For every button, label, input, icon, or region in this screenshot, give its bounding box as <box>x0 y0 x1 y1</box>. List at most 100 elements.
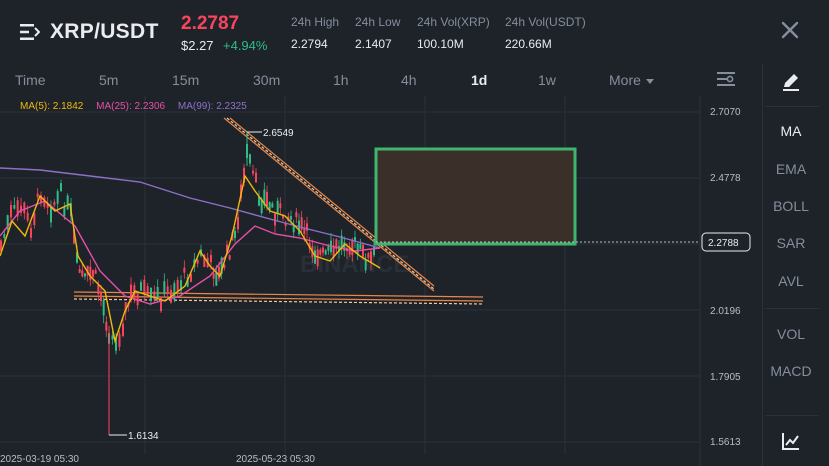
indicator-sar[interactable]: SAR <box>776 235 806 251</box>
indicator-macd[interactable]: MACD <box>770 363 812 379</box>
price-target-box <box>374 147 577 246</box>
ma5-line <box>0 174 381 344</box>
candle-body <box>73 228 75 244</box>
candle-body <box>249 154 251 164</box>
interval-1h[interactable]: 1h <box>333 72 349 88</box>
support-trendline <box>73 291 484 305</box>
candle-body <box>218 266 220 279</box>
candle-body <box>30 228 32 238</box>
ticker-header: XRP/USDT 2.2787 $2.27 +4.94% 24h High 2.… <box>0 0 829 64</box>
y-axis-tick: 2.4778 <box>710 173 741 184</box>
candle-body <box>60 183 62 192</box>
candle-body <box>166 286 169 294</box>
stat-24h-low: 24h Low 2.1407 <box>355 15 400 51</box>
candle-body <box>97 284 100 295</box>
candle-body <box>63 206 66 217</box>
interval-30m[interactable]: 30m <box>253 72 281 88</box>
candle-body <box>100 292 102 301</box>
x-axis-tick: 2025-05-23 05:30 <box>236 454 315 465</box>
candle-body <box>115 337 117 351</box>
trading-pair-title[interactable]: XRP/USDT <box>50 20 159 43</box>
candle-body <box>351 239 354 256</box>
menu-icon[interactable] <box>20 22 40 42</box>
candle-body <box>356 243 359 255</box>
candle-body <box>53 201 56 206</box>
candle-body <box>220 257 223 274</box>
candle-body <box>43 197 46 207</box>
candle-body <box>300 217 303 230</box>
sidebar-divider <box>765 308 819 309</box>
candle-body <box>160 296 162 312</box>
candle-body <box>295 212 298 218</box>
last-price: 2.2787 <box>181 13 240 34</box>
interval-15m[interactable]: 15m <box>172 72 200 88</box>
candle-body <box>26 212 29 221</box>
more-intervals-dropdown[interactable]: More <box>609 72 654 88</box>
candle-body <box>237 216 239 230</box>
sidebar-divider <box>765 106 819 107</box>
candle-body <box>373 246 375 256</box>
indicator-ema[interactable]: EMA <box>775 161 807 177</box>
interval-4h[interactable]: 4h <box>401 72 417 88</box>
candle-body <box>210 254 212 263</box>
candle-body <box>335 239 338 250</box>
usd-price: $2.27 <box>181 38 214 53</box>
indicator-boll[interactable]: BOLL <box>773 198 809 214</box>
candle-body <box>196 259 199 264</box>
close-icon[interactable] <box>780 20 800 40</box>
candle-body <box>143 279 146 294</box>
candle-body <box>263 189 266 206</box>
draw-pen-icon[interactable] <box>781 72 801 92</box>
chart-canvas[interactable]: BINANCE 2.6549 1.6134 2.7070 2.4778 <box>0 96 760 466</box>
candle-body <box>276 200 279 214</box>
candle-body <box>284 222 287 226</box>
candle-body <box>243 167 245 183</box>
candle-body <box>92 270 94 277</box>
candle-body <box>89 266 92 281</box>
chart-settings-icon[interactable] <box>717 71 735 87</box>
candle-body <box>23 202 26 214</box>
candle-body <box>258 196 260 206</box>
candle-body <box>78 269 81 273</box>
indicator-chart-icon[interactable] <box>781 431 801 451</box>
candle-body <box>81 270 84 277</box>
candle-body <box>332 245 335 258</box>
candle-body <box>163 281 166 295</box>
indicator-vol[interactable]: VOL <box>776 326 805 342</box>
candlestick-chart-area[interactable]: BINANCE 2.6549 1.6134 2.7070 2.4778 <box>0 96 760 466</box>
interval-1d[interactable]: 1d <box>471 72 488 88</box>
candle-body <box>367 253 370 258</box>
candle-body <box>153 291 156 300</box>
candle-body <box>266 191 268 206</box>
interval-bar: Time 5m 15m 30m 1h 4h 1d 1w More <box>0 64 760 96</box>
candle-body <box>124 302 127 313</box>
candle-body <box>102 299 105 316</box>
stat-value: 220.66M <box>505 37 552 51</box>
indicator-avl[interactable]: AVL <box>778 273 804 289</box>
candle-body <box>180 280 182 291</box>
candle-body <box>66 195 69 210</box>
ma99-line <box>0 167 381 249</box>
candle-body <box>122 323 124 336</box>
ma5-legend: MA(5): 2.1842 <box>20 101 84 112</box>
candle-body <box>359 244 362 249</box>
interval-5m[interactable]: 5m <box>99 72 119 88</box>
sidebar-divider <box>765 415 819 416</box>
candle-body <box>6 215 9 230</box>
candle-body <box>226 244 228 252</box>
candle-body <box>190 274 192 282</box>
indicator-ma[interactable]: MA <box>780 123 802 139</box>
candle-body <box>282 215 284 219</box>
candle-body <box>16 200 19 217</box>
interval-time[interactable]: Time <box>15 72 46 88</box>
candle-body <box>314 250 316 264</box>
candle-body <box>94 269 97 274</box>
x-axis-tick: 2025-03-19 05:30 <box>0 454 79 465</box>
chart-grid <box>0 96 701 466</box>
candle-body <box>105 321 108 331</box>
candle-body <box>76 252 78 263</box>
candle-body <box>292 225 295 233</box>
candle-body <box>260 198 263 214</box>
stat-label: 24h Low <box>355 15 401 29</box>
interval-1w[interactable]: 1w <box>538 72 556 88</box>
